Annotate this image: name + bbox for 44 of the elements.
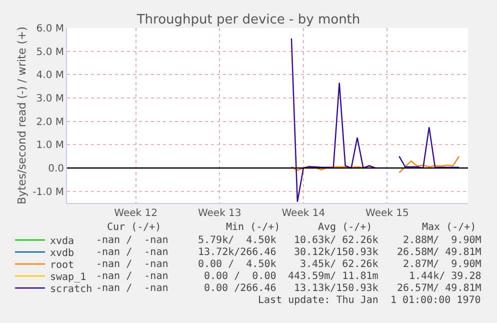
text: 2.87M/ 9.90M <box>403 259 482 270</box>
text: 0.00 / 4.50k <box>198 259 276 270</box>
legend-label: scratch <box>50 284 92 295</box>
text: 2.88M/ 9.90M <box>403 235 482 246</box>
y-tick-label: -1.0 M <box>32 186 64 198</box>
text: 0.00 / 0.00 <box>204 271 276 282</box>
text: -nan / -nan <box>96 259 168 270</box>
text: Avg (-/+) <box>318 222 372 233</box>
text: 443.59m/ 11.81m <box>288 271 378 282</box>
text: 13.13k/150.93k <box>294 283 378 294</box>
text: -nan / -nan <box>96 247 168 258</box>
x-tick-label: Week 12 <box>114 208 158 219</box>
legend-label: swap_1 <box>50 272 86 283</box>
text: 26.57M/ 49.81M <box>397 283 482 294</box>
legend-label: xvdb <box>50 248 74 259</box>
text: Max (-/+) <box>422 222 476 233</box>
legend-label: xvda <box>50 236 74 247</box>
y-tick-label: 1.0 M <box>36 140 64 152</box>
text: Cur (-/+) <box>107 222 162 233</box>
text: Last update: Thu Jan 1 01:00:00 1970 <box>258 295 481 306</box>
text: -nan / -nan <box>96 271 168 282</box>
x-tick-label: Week 13 <box>198 208 242 219</box>
text: 0.00 /266.46 <box>204 283 276 294</box>
y-axis-title: Bytes/second read (-) / write (+) <box>15 26 28 204</box>
y-tick-label: 4.0 M <box>36 70 64 82</box>
x-tick-label: Week 15 <box>366 208 409 219</box>
text: 26.58M/ 49.81M <box>397 247 482 258</box>
x-tick-label: Week 14 <box>282 208 326 219</box>
y-tick-label: 5.0 M <box>36 46 64 58</box>
y-tick-label: 3.0 M <box>36 94 64 104</box>
text: 30.12k/150.93k <box>294 247 378 258</box>
y-tick-label: 2.0 M <box>36 116 64 128</box>
text: 13.72k/266.46 <box>198 247 276 258</box>
y-tick-label: 6.0 M <box>36 24 64 34</box>
y-tick-label: 0.0 <box>48 164 64 174</box>
text: Min (-/+) <box>226 222 280 233</box>
text: -nan / -nan <box>96 283 168 294</box>
text: 10.63k/ 62.26k <box>294 235 378 246</box>
chart-title: Throughput per device - by month <box>136 12 360 28</box>
text: -nan / -nan <box>96 235 168 246</box>
legend-label: root <box>50 260 74 271</box>
text: 5.79k/ 4.50k <box>198 235 276 246</box>
text: 1.44k/ 39.28 <box>409 271 482 282</box>
text: 3.45k/ 62.26k <box>300 259 378 270</box>
